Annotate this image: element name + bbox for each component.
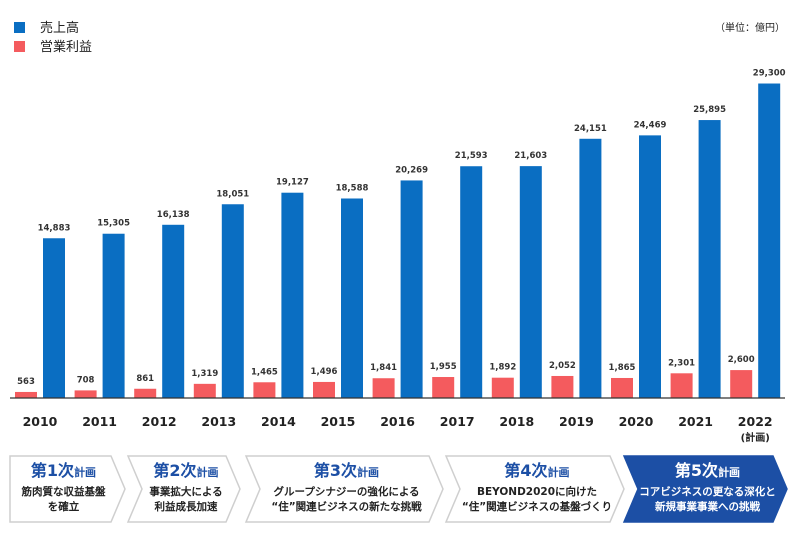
profit-value-label-2012: 861 bbox=[136, 374, 154, 384]
plan-desc-1-line-2: を確立 bbox=[48, 500, 80, 513]
sales-value-label-2015: 18,588 bbox=[336, 183, 369, 193]
profit-bar-2011 bbox=[74, 390, 97, 398]
x-tick-2012: 2012 bbox=[142, 414, 177, 429]
plan-chevron-3 bbox=[244, 455, 444, 523]
x-tick-2015: 2015 bbox=[321, 414, 356, 429]
x-tick-2021: 2021 bbox=[678, 414, 713, 429]
legend-sales-swatch bbox=[14, 22, 25, 33]
unit-label: （単位：億円） bbox=[715, 21, 785, 34]
profit-value-label-2017: 1,955 bbox=[430, 362, 457, 372]
chart-legend: 売上高 営業利益 bbox=[14, 20, 92, 55]
plan-title-5: 第5次計画 bbox=[675, 461, 740, 480]
sales-value-label-2014: 19,127 bbox=[276, 178, 309, 188]
sales-bar-2010 bbox=[43, 238, 65, 398]
profit-bar-2013 bbox=[193, 383, 216, 398]
profit-value-label-2015: 1,496 bbox=[311, 367, 338, 377]
profit-bar-2022 bbox=[730, 370, 753, 398]
x-tick-2020: 2020 bbox=[619, 414, 654, 429]
profit-bar-2016 bbox=[372, 378, 395, 398]
profit-bar-2018 bbox=[491, 377, 514, 398]
sales-value-label-2021: 25,895 bbox=[693, 105, 726, 115]
sales-bar-2011 bbox=[102, 233, 125, 398]
sales-bar-2018 bbox=[519, 166, 542, 398]
profit-value-label-2021: 2,301 bbox=[668, 358, 695, 368]
x-axis-ticks: 2010 2011 2012 2013 2014 2015 2016 2017 2018 2019… bbox=[23, 414, 773, 444]
plan-title-3: 第3次計画 bbox=[314, 461, 379, 480]
profit-bar-2017 bbox=[432, 377, 455, 398]
sales-bar-2022 bbox=[758, 83, 781, 398]
profit-value-label-2018: 1,892 bbox=[489, 363, 516, 373]
x-tick-2011: 2011 bbox=[82, 414, 117, 429]
sales-bar-2015 bbox=[341, 198, 363, 398]
bars-group: 563 14,883 708 15,305 861 16,138 1,319 18,051 1,… bbox=[15, 69, 786, 398]
profit-bar-2012 bbox=[134, 388, 157, 398]
legend-sales-label: 売上高 bbox=[40, 20, 79, 36]
sales-value-label-2010: 14,883 bbox=[38, 223, 71, 233]
plan-desc-2-line-1: 事業拡大による bbox=[149, 485, 222, 498]
legend-profit-swatch bbox=[14, 41, 25, 52]
plan-title-2: 第2次計画 bbox=[153, 461, 218, 480]
plan-desc-3-line-1: グループシナジーの強化による bbox=[273, 485, 419, 498]
x-tick-note-2022: (計画) bbox=[741, 431, 770, 444]
x-tick-2018: 2018 bbox=[499, 414, 534, 429]
x-tick-2022: 2022 bbox=[738, 414, 773, 429]
profit-bar-2020 bbox=[611, 377, 633, 398]
plan-title-4: 第4次計画 bbox=[504, 461, 569, 480]
sales-bar-2021 bbox=[698, 120, 721, 398]
sales-bar-2014 bbox=[281, 192, 304, 398]
sales-value-label-2019: 24,151 bbox=[574, 124, 607, 134]
profit-value-label-2011: 708 bbox=[77, 375, 95, 385]
profit-bar-2010 bbox=[15, 391, 37, 398]
profit-bar-2014 bbox=[253, 382, 276, 398]
profit-value-label-2014: 1,465 bbox=[251, 367, 278, 377]
profit-value-label-2022: 2,600 bbox=[728, 355, 755, 365]
sales-value-label-2018: 21,603 bbox=[514, 151, 547, 161]
sales-bar-2017 bbox=[460, 166, 483, 398]
plan-chevron-5 bbox=[622, 455, 788, 523]
profit-value-label-2020: 1,865 bbox=[609, 363, 636, 373]
profit-value-label-2010: 563 bbox=[17, 377, 35, 387]
sales-bar-2016 bbox=[400, 180, 423, 398]
plan-chevron-1 bbox=[9, 455, 126, 523]
profit-value-label-2016: 1,841 bbox=[370, 363, 397, 373]
sales-value-label-2012: 16,138 bbox=[157, 210, 190, 220]
profit-value-label-2019: 2,052 bbox=[549, 361, 576, 371]
x-tick-2016: 2016 bbox=[380, 414, 415, 429]
sales-bar-2013 bbox=[221, 204, 244, 398]
plan-title-1: 第1次計画 bbox=[31, 461, 96, 480]
legend-profit-label: 営業利益 bbox=[40, 39, 92, 55]
plan-desc-3-line-2: “住”関連ビジネスの新たな挑戦 bbox=[271, 500, 422, 513]
sales-bar-2020 bbox=[639, 135, 661, 398]
plan-desc-1-line-1: 筋肉質な収益基盤 bbox=[21, 485, 106, 498]
profit-value-label-2013: 1,319 bbox=[191, 369, 218, 379]
sales-value-label-2017: 21,593 bbox=[455, 151, 488, 161]
plan-chevron-4 bbox=[444, 455, 625, 523]
x-tick-2017: 2017 bbox=[440, 414, 475, 429]
sales-bar-2012 bbox=[162, 224, 185, 398]
plan-desc-4-line-1: BEYOND2020に向けた bbox=[477, 485, 597, 498]
profit-bar-2021 bbox=[670, 373, 693, 398]
sales-value-label-2022: 29,300 bbox=[753, 69, 786, 79]
plan-desc-5-line-2: 新規事業事業への挑戦 bbox=[655, 500, 760, 513]
x-tick-2010: 2010 bbox=[23, 414, 58, 429]
sales-value-label-2013: 18,051 bbox=[216, 189, 249, 199]
plan-chevron-2 bbox=[126, 455, 241, 523]
plan-desc-5-line-1: コアビジネスの更なる深化と bbox=[639, 485, 776, 498]
sales-value-label-2020: 24,469 bbox=[634, 120, 667, 130]
sales-value-label-2011: 15,305 bbox=[97, 219, 130, 229]
x-tick-2013: 2013 bbox=[201, 414, 236, 429]
x-tick-2014: 2014 bbox=[261, 414, 296, 429]
profit-bar-2019 bbox=[551, 375, 574, 398]
plan-desc-2-line-2: 利益成長加速 bbox=[155, 500, 218, 513]
sales-value-label-2016: 20,269 bbox=[395, 165, 428, 175]
sales-bar-2019 bbox=[579, 138, 602, 398]
plan-desc-4-line-2: “住”関連ビジネスの基盤づくり bbox=[462, 500, 612, 513]
profit-bar-2015 bbox=[313, 381, 335, 398]
x-tick-2019: 2019 bbox=[559, 414, 594, 429]
